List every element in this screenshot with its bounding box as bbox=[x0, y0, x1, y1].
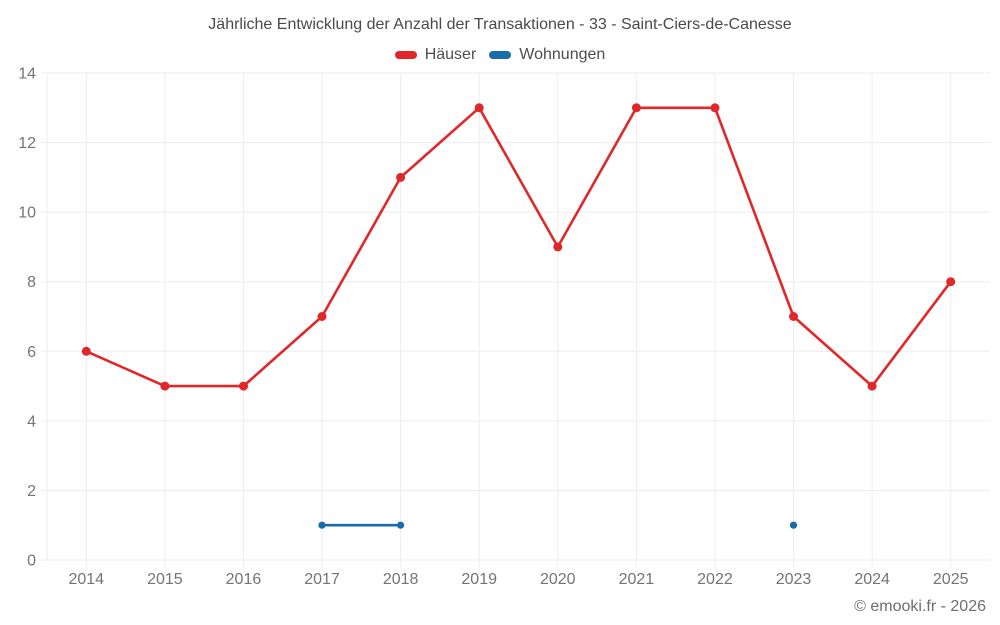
x-tick-label-2016: 2016 bbox=[226, 571, 262, 588]
x-tick-label-2019: 2019 bbox=[461, 571, 497, 588]
data-point-wohnungen-2017[interactable] bbox=[318, 521, 326, 529]
x-tick-label-2017: 2017 bbox=[304, 571, 340, 588]
data-point-wohnungen-2023[interactable] bbox=[789, 521, 798, 529]
legend-marker-hauser bbox=[394, 51, 417, 59]
data-point-hauser-2015[interactable] bbox=[160, 381, 170, 391]
legend-item-wohnungen[interactable]: Wohnungen bbox=[489, 46, 605, 64]
legend-marker-wohnungen bbox=[489, 51, 512, 59]
y-tick-label-10: 10 bbox=[18, 205, 36, 222]
x-tick-label-2024: 2024 bbox=[854, 571, 890, 588]
legend-label-wohnungen: Wohnungen bbox=[519, 46, 606, 63]
data-point-hauser-2021[interactable] bbox=[631, 103, 641, 113]
y-tick-label-12: 12 bbox=[18, 135, 36, 152]
x-tick-label-2018: 2018 bbox=[383, 571, 419, 588]
chart-title: Jährliche Entwicklung der Anzahl der Tra… bbox=[208, 16, 792, 33]
x-tick-label-2023: 2023 bbox=[776, 571, 812, 588]
data-point-hauser-2019[interactable] bbox=[474, 103, 484, 113]
legend-item-hauser[interactable]: Häuser bbox=[394, 46, 477, 64]
x-tick-label-2021: 2021 bbox=[619, 571, 655, 588]
attribution: © emooki.fr - 2026 bbox=[854, 598, 986, 615]
data-point-hauser-2020[interactable] bbox=[553, 242, 563, 252]
x-tick-label-2022: 2022 bbox=[697, 571, 733, 588]
data-point-hauser-2024[interactable] bbox=[867, 381, 877, 391]
data-point-hauser-2018[interactable] bbox=[396, 172, 406, 182]
legend-label-hauser: Häuser bbox=[424, 46, 477, 63]
data-point-hauser-2022[interactable] bbox=[710, 103, 720, 113]
x-tick-label-2014: 2014 bbox=[68, 571, 104, 588]
data-point-hauser-2014[interactable] bbox=[81, 346, 91, 356]
y-tick-label-6: 6 bbox=[27, 344, 36, 361]
x-tick-label-2020: 2020 bbox=[540, 571, 576, 588]
x-tick-label-2025: 2025 bbox=[933, 571, 969, 588]
data-point-hauser-2025[interactable] bbox=[946, 277, 956, 287]
y-tick-label-4: 4 bbox=[27, 413, 36, 430]
data-point-wohnungen-2018[interactable] bbox=[397, 521, 405, 529]
y-tick-label-2: 2 bbox=[27, 483, 36, 500]
data-point-hauser-2017[interactable] bbox=[317, 312, 327, 321]
data-point-hauser-2016[interactable] bbox=[239, 381, 248, 391]
y-tick-label-14: 14 bbox=[18, 66, 36, 83]
y-tick-label-0: 0 bbox=[27, 553, 36, 570]
chart-legend: Häuser Wohnungen bbox=[0, 46, 1000, 64]
x-tick-label-2015: 2015 bbox=[147, 571, 183, 588]
data-point-hauser-2023[interactable] bbox=[789, 312, 798, 321]
series-line-hauser bbox=[85, 106, 953, 388]
y-tick-label-8: 8 bbox=[27, 274, 36, 291]
